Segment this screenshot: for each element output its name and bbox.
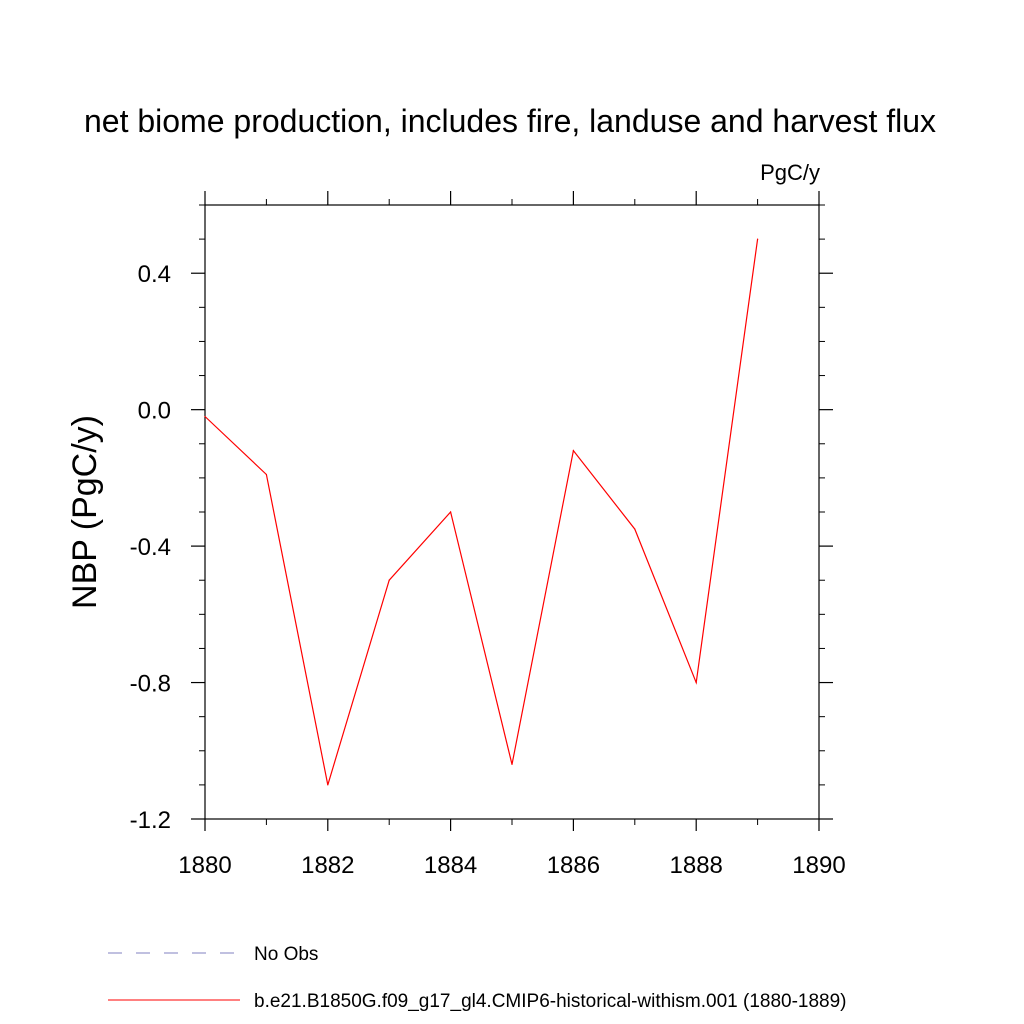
data-point [634, 528, 636, 530]
x-tick-labels: 1880 1882 1884 1886 1888 1890 [178, 852, 845, 879]
x-tick-label: 1880 [178, 852, 231, 879]
y-axis-label: NBP (PgC/y) [66, 415, 104, 609]
y-tick-labels: 0.4 0.0 -0.4 -0.8 -1.2 [130, 261, 171, 834]
x-tick-label: 1886 [547, 852, 600, 879]
data-point [204, 415, 206, 418]
plot-frame [204, 204, 820, 820]
x-tick-label: 1890 [792, 852, 845, 879]
legend-label-model: b.e21.B1850G.f09_g17_gl4.CMIP6-historica… [254, 991, 847, 1012]
data-point [388, 579, 390, 581]
x-tick-label: 1884 [424, 852, 477, 879]
data-point [450, 511, 452, 513]
x-tick-label: 1882 [301, 852, 354, 879]
axis-ticks [191, 191, 833, 831]
legend: No Obs b.e21.B1850G.f09_g17_gl4.CMIP6-hi… [108, 944, 847, 1012]
y-tick-label: 0.4 [138, 261, 171, 288]
y-tick-label: 0.0 [138, 398, 171, 425]
series-line-0 [204, 239, 759, 786]
data-point [695, 681, 697, 684]
legend-label-no-obs: No Obs [254, 944, 318, 965]
units-label: PgC/y [760, 160, 820, 185]
data-point [265, 473, 267, 476]
y-tick-label: -0.4 [130, 534, 171, 561]
data-point [327, 784, 329, 786]
data-point [757, 238, 759, 240]
y-tick-label: -0.8 [130, 671, 171, 698]
y-tick-label: -1.2 [130, 807, 171, 834]
x-tick-label: 1888 [670, 852, 723, 879]
data-point [572, 450, 575, 452]
series-layer [204, 238, 759, 786]
chart-title: net biome production, includes fire, lan… [84, 103, 936, 139]
data-point [511, 763, 513, 766]
